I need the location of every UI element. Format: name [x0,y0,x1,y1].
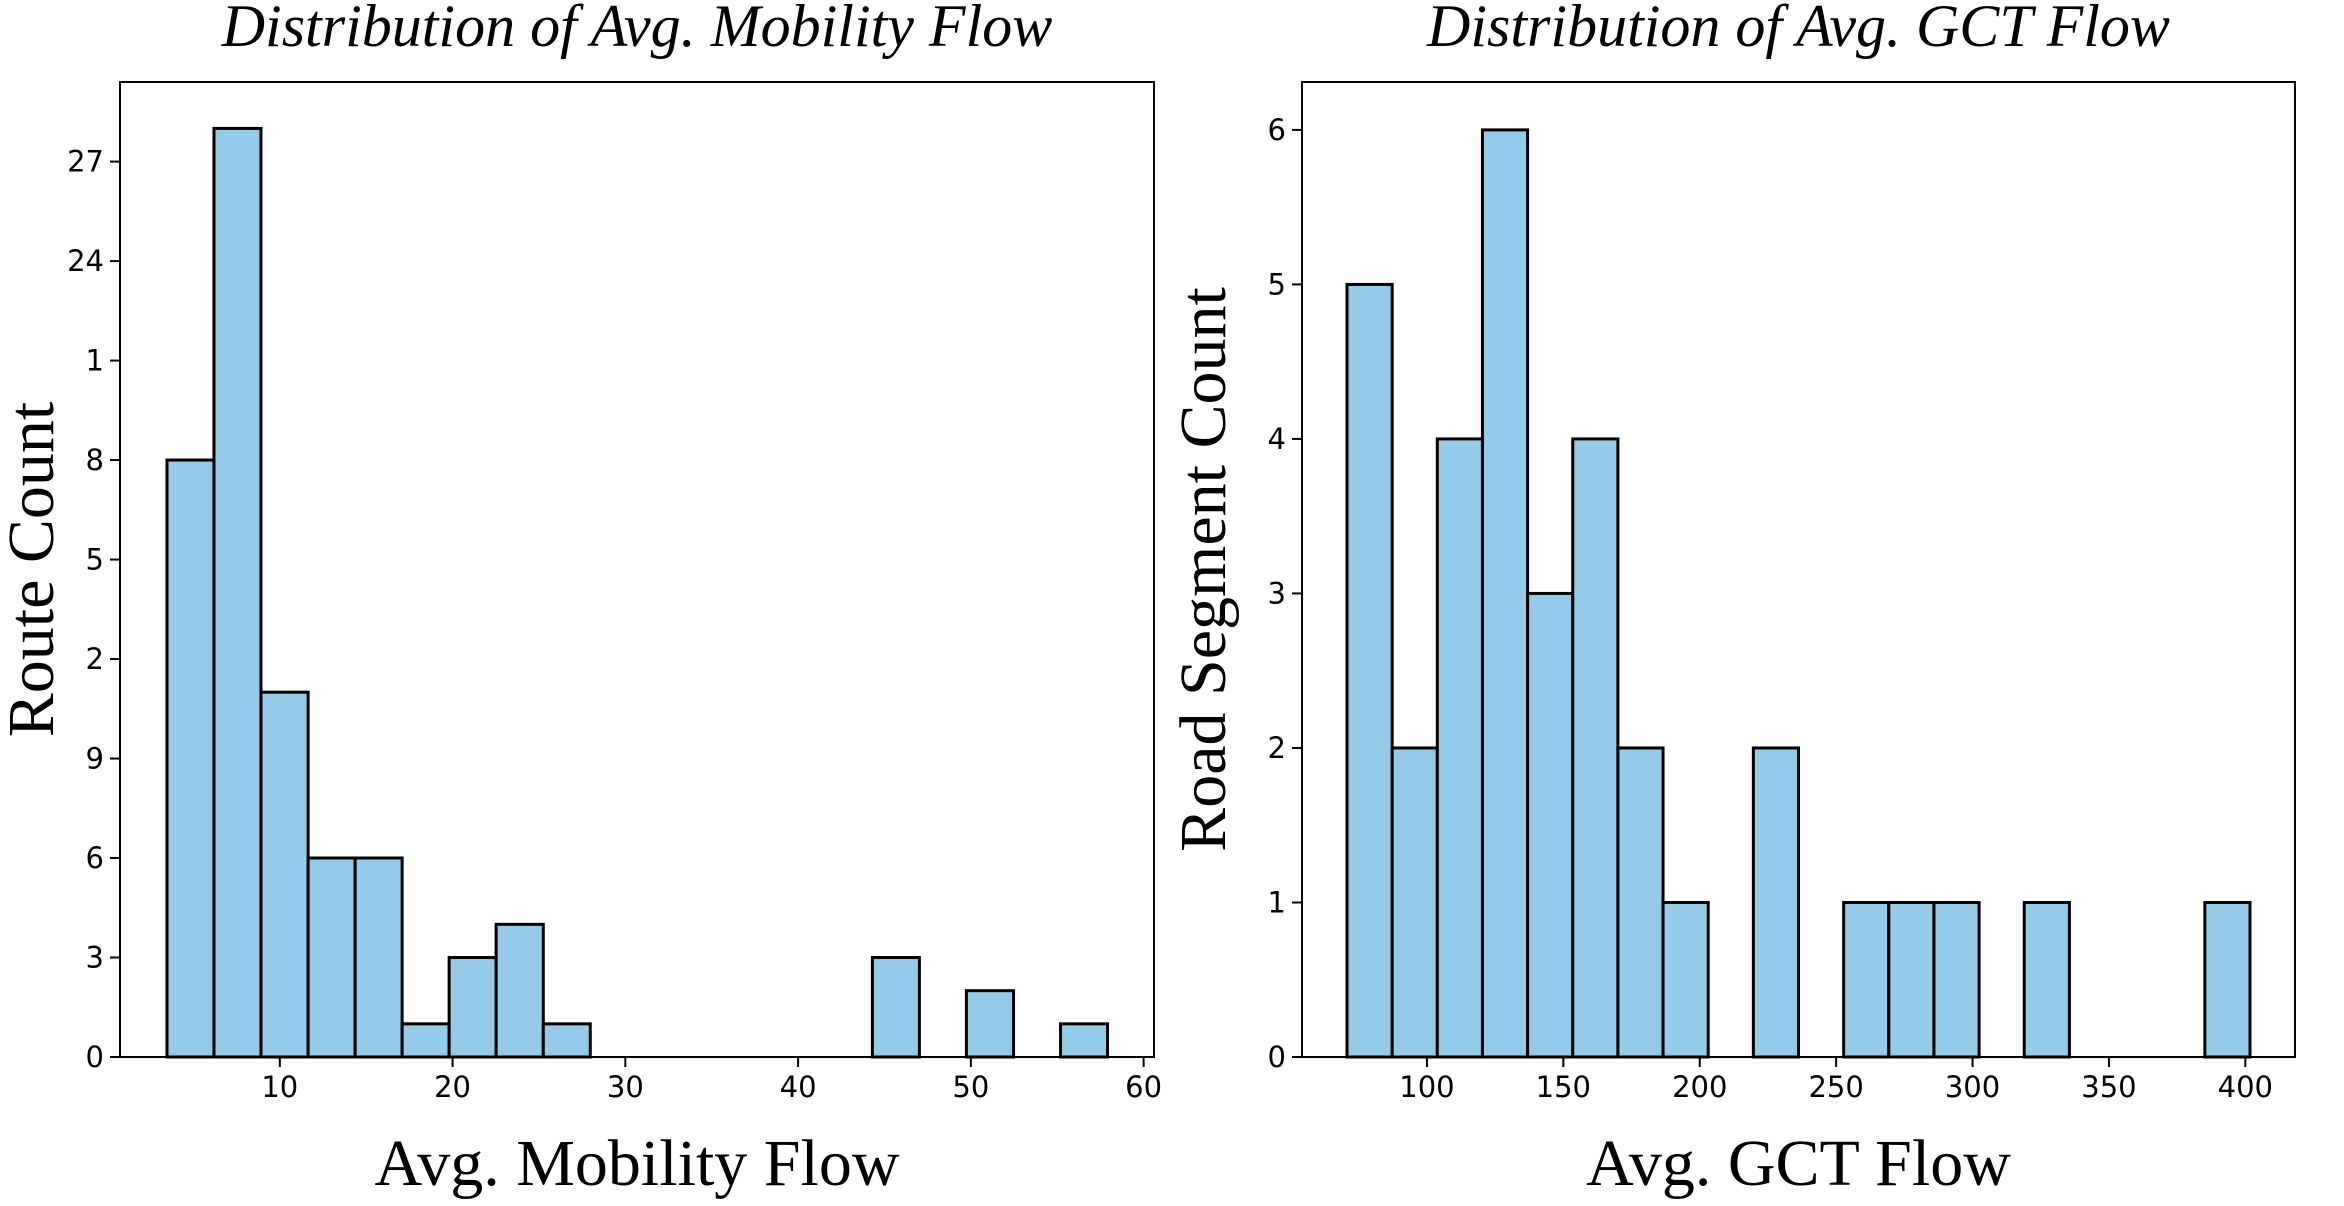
x-tick-label: 30 [607,1070,644,1104]
x-tick-label: 300 [1945,1070,2000,1104]
x-tick-label: 50 [952,1070,989,1104]
bar [1887,900,1936,1059]
y-tick-label: 9 [86,742,104,776]
bar [1932,900,1981,1059]
chart-title: Distribution of Avg. GCT Flow [1426,0,2170,59]
bar [165,458,216,1059]
x-tick-label: 20 [434,1070,471,1104]
bar [1059,1022,1110,1059]
bar [1390,746,1439,1059]
bar [1480,128,1530,1059]
x-tick-label: 60 [1125,1070,1162,1104]
bar [306,856,357,1059]
y-tick-label: 5 [86,543,104,577]
bar [2203,900,2252,1059]
bar [1842,900,1891,1059]
x-tick-label: 400 [2218,1070,2273,1104]
y-tick-label: 3 [1268,576,1286,610]
bar [353,856,404,1059]
x-axis-label: Avg. GCT Flow [1586,1127,2011,1200]
bar [964,989,1016,1059]
y-tick-label: 1 [86,344,104,378]
y-tick-label: 1 [1268,885,1286,919]
bar [1661,900,1710,1059]
bar [1751,746,1800,1059]
bar [1435,437,1484,1059]
bar [400,1022,451,1059]
x-tick-label: 200 [1672,1070,1727,1104]
y-tick-label: 24 [67,244,104,278]
bar [2022,900,2071,1059]
bar [1526,591,1575,1059]
bar [447,956,498,1059]
x-tick-label: 250 [1808,1070,1863,1104]
x-tick-label: 40 [780,1070,817,1104]
x-tick-label: 100 [1399,1070,1454,1104]
y-axis-label: Road Segment Count [1167,287,1240,852]
bar [1345,282,1394,1059]
y-tick-label: 6 [86,841,104,875]
bar [870,956,921,1059]
x-tick-label: 10 [261,1070,298,1104]
axes-frame [119,81,1155,1058]
y-tick-label: 27 [67,145,104,179]
y-tick-label: 4 [1268,422,1286,456]
bar [212,126,263,1059]
bar [259,690,310,1059]
bar [1616,746,1665,1059]
y-tick-label: 2 [1268,731,1286,765]
chart-title: Distribution of Avg. Mobility Flow [221,0,1053,59]
bar [494,922,545,1059]
y-tick-label: 5 [1268,267,1286,301]
x-tick-label: 350 [2081,1070,2136,1104]
y-tick-label: 2 [86,642,104,676]
y-tick-label: 3 [86,941,104,975]
bar [541,1022,592,1059]
y-axis-label: Route Count [0,402,68,738]
y-tick-label: 6 [1268,113,1286,147]
bar [1571,437,1620,1059]
y-tick-label: 0 [1268,1040,1286,1074]
y-tick-label: 0 [86,1040,104,1074]
x-axis-label: Avg. Mobility Flow [374,1127,899,1200]
x-tick-label: 150 [1536,1070,1591,1104]
axes-frame [1301,81,2296,1058]
y-tick-label: 8 [86,443,104,477]
